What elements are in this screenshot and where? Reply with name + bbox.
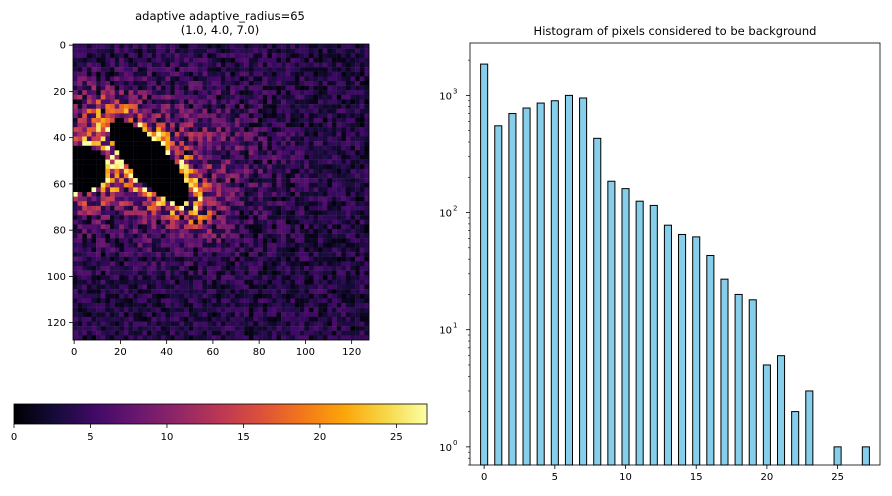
histogram-bar xyxy=(607,180,616,466)
histogram-bars xyxy=(480,63,870,466)
histogram-bar xyxy=(762,364,771,466)
image-x-tick-label: 120 xyxy=(342,347,361,358)
histogram-x-tick-label: 25 xyxy=(831,472,844,483)
colorbar-tick-label: 20 xyxy=(314,432,327,443)
heatmap-image xyxy=(73,44,370,341)
histogram-bar xyxy=(805,390,814,466)
histogram-bar xyxy=(748,299,757,466)
colorbar-tick-label: 0 xyxy=(11,432,17,443)
image-frame xyxy=(72,43,370,341)
image-x-axis: 0 20 40 60 80 100 120 xyxy=(71,340,361,358)
histogram-bar xyxy=(564,94,573,466)
histogram-y-tick-exponent: 0 xyxy=(453,439,457,447)
image-x-tick-label: 20 xyxy=(114,347,127,358)
image-x-tick-label: 0 xyxy=(71,347,77,358)
image-x-tick-label: 60 xyxy=(207,347,220,358)
image-title-line2: (1.0, 4.0, 7.0) xyxy=(181,23,259,37)
image-title-line1: adaptive adaptive_radius=65 xyxy=(135,9,305,23)
histogram-x-tick-label: 0 xyxy=(481,472,487,483)
histogram-y-tick-label: 10 xyxy=(439,91,452,102)
colorbar-gradient xyxy=(13,403,428,425)
colorbar-tick-label: 15 xyxy=(237,432,250,443)
histogram-bar xyxy=(494,125,503,466)
histogram-y-tick-exponent: 3 xyxy=(453,87,457,95)
histogram-bar xyxy=(720,278,729,466)
histogram-bar xyxy=(579,97,588,466)
image-x-tick-label: 80 xyxy=(253,347,266,358)
histogram-bar xyxy=(621,188,630,466)
histogram-bar xyxy=(706,254,715,466)
image-panel: adaptive adaptive_radius=65 (1.0, 4.0, 7… xyxy=(47,9,370,358)
histogram-y-tick-exponent: 1 xyxy=(453,322,457,330)
histogram-bar xyxy=(777,355,786,466)
histogram-bar xyxy=(649,204,658,466)
histogram-bar xyxy=(734,293,743,466)
histogram-x-tick-label: 10 xyxy=(619,472,632,483)
histogram-x-axis: 0 5 10 15 20 25 xyxy=(481,465,844,483)
histogram-frame xyxy=(469,42,881,466)
histogram-bar xyxy=(536,102,545,466)
histogram-bar xyxy=(791,411,800,466)
histogram-bar xyxy=(833,446,842,466)
image-y-tick-label: 40 xyxy=(53,133,66,144)
histogram-bar xyxy=(663,224,672,466)
histogram-panel: Histogram of pixels considered to be bac… xyxy=(439,24,881,483)
image-y-tick-label: 80 xyxy=(53,226,66,237)
image-y-tick-label: 0 xyxy=(60,41,66,52)
colorbar: 0 5 10 15 20 25 xyxy=(11,403,428,443)
histogram-bar xyxy=(692,236,701,466)
colorbar-tick-label: 5 xyxy=(87,432,93,443)
histogram-title: Histogram of pixels considered to be bac… xyxy=(534,24,817,38)
histogram-bar xyxy=(635,200,644,466)
image-x-tick-label: 40 xyxy=(160,347,173,358)
histogram-y-tick-label: 10 xyxy=(439,443,452,454)
image-y-tick-label: 20 xyxy=(53,87,66,98)
colorbar-axis: 0 5 10 15 20 25 xyxy=(11,424,403,443)
histogram-bar xyxy=(593,137,602,466)
histogram-bar xyxy=(550,100,559,466)
image-y-tick-label: 100 xyxy=(47,272,66,283)
image-y-tick-label: 60 xyxy=(53,179,66,190)
histogram-bar xyxy=(522,107,531,466)
histogram-bar xyxy=(480,63,489,466)
histogram-x-tick-label: 20 xyxy=(761,472,774,483)
histogram-bar xyxy=(678,233,687,466)
histogram-y-tick-exponent: 2 xyxy=(453,205,457,213)
histogram-x-tick-label: 15 xyxy=(690,472,703,483)
histogram-bar xyxy=(508,113,517,466)
colorbar-tick-label: 25 xyxy=(390,432,403,443)
histogram-y-tick-label: 10 xyxy=(439,209,452,220)
image-y-axis: 0 20 40 60 80 100 120 xyxy=(47,41,73,329)
histogram-x-tick-label: 5 xyxy=(552,472,558,483)
histogram-y-tick-label: 10 xyxy=(439,326,452,337)
image-x-tick-label: 100 xyxy=(296,347,315,358)
colorbar-tick-label: 10 xyxy=(161,432,174,443)
histogram-bar xyxy=(861,446,870,466)
image-y-tick-label: 120 xyxy=(47,318,66,329)
